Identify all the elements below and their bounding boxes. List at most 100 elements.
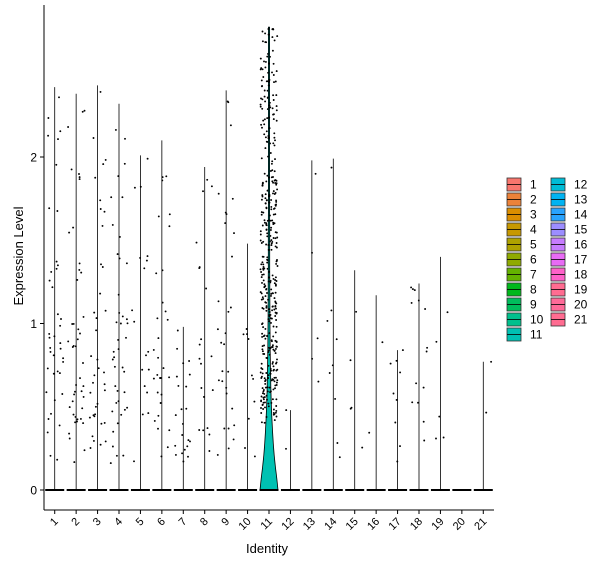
point-5 (133, 186, 136, 189)
point-15 (349, 359, 352, 362)
point-11 (274, 347, 277, 350)
point-11 (267, 135, 270, 137)
point-2 (81, 110, 84, 113)
point-11 (272, 378, 275, 381)
point-4 (112, 430, 115, 433)
point-11 (275, 384, 278, 386)
point-3 (100, 263, 102, 266)
point-6 (162, 367, 165, 370)
point-11 (267, 71, 270, 74)
point-2 (67, 340, 70, 343)
point-9 (232, 438, 235, 441)
point-11 (275, 398, 278, 401)
point-2 (82, 385, 85, 388)
point-17 (396, 460, 399, 463)
point-7 (181, 422, 184, 425)
point-1 (46, 431, 49, 434)
point-3 (96, 358, 99, 361)
point-11 (274, 331, 277, 334)
point-8 (206, 178, 209, 181)
point-3 (99, 199, 102, 202)
point-11 (265, 206, 268, 209)
point-11 (269, 229, 272, 231)
point-9 (216, 328, 219, 331)
point-2 (72, 413, 75, 416)
point-5 (131, 309, 134, 312)
point-7 (185, 407, 188, 410)
point-9 (231, 197, 234, 200)
point-11 (275, 200, 278, 203)
point-11 (263, 283, 266, 286)
legend-label: 9 (530, 298, 537, 312)
point-11 (261, 348, 264, 351)
point-11 (260, 399, 263, 402)
point-11 (270, 162, 273, 165)
point-3 (103, 210, 106, 213)
point-11 (266, 189, 269, 192)
point-11 (272, 348, 275, 351)
point-11 (275, 409, 278, 412)
point-8 (198, 267, 201, 270)
point-11 (269, 279, 272, 282)
point-10 (245, 328, 248, 330)
point-2 (71, 346, 74, 348)
point-11 (266, 96, 269, 99)
point-11 (260, 271, 263, 273)
point-4 (113, 365, 116, 368)
point-6 (159, 377, 161, 379)
point-11 (270, 248, 273, 251)
y-tick-label: 1 (30, 317, 37, 331)
point-11 (275, 405, 278, 407)
point-11 (273, 39, 276, 42)
point-11 (268, 101, 271, 104)
legend-label: 14 (574, 208, 588, 222)
point-11 (266, 256, 269, 259)
point-6 (159, 402, 162, 404)
point-9 (223, 343, 226, 346)
point-6 (165, 175, 168, 178)
point-11 (269, 234, 272, 237)
point-11 (260, 298, 263, 301)
x-tick-label: 7 (177, 516, 190, 529)
point-21 (490, 360, 493, 363)
point-11 (262, 255, 265, 258)
point-6 (168, 213, 171, 216)
point-11 (268, 78, 271, 81)
point-2 (71, 400, 74, 403)
point-3 (103, 421, 106, 424)
point-11 (270, 208, 273, 211)
point-10 (247, 338, 250, 340)
point-6 (164, 310, 167, 313)
point-11 (261, 68, 264, 71)
point-10 (253, 455, 256, 458)
point-11 (269, 281, 272, 284)
point-14 (330, 166, 333, 169)
x-tick-label: 21 (472, 516, 489, 533)
point-1 (46, 367, 49, 370)
point-11 (276, 368, 279, 371)
point-6 (157, 215, 160, 218)
point-8 (200, 387, 203, 389)
point-1 (55, 267, 58, 270)
point-11 (261, 307, 264, 309)
point-9 (220, 341, 223, 344)
point-1 (48, 207, 51, 210)
point-11 (274, 139, 276, 142)
point-11 (262, 76, 265, 78)
point-4 (123, 408, 126, 411)
point-11 (275, 280, 278, 282)
point-1 (56, 370, 59, 373)
point-8 (200, 362, 202, 365)
legend-label: 1 (530, 178, 537, 192)
point-2 (76, 278, 79, 281)
point-6 (157, 356, 160, 359)
point-11 (269, 367, 272, 370)
point-4 (123, 162, 126, 165)
point-11 (274, 245, 277, 248)
legend-label: 21 (574, 313, 588, 327)
point-11 (267, 155, 270, 158)
point-1 (53, 335, 56, 338)
point-11 (270, 321, 272, 324)
point-3 (104, 309, 107, 312)
